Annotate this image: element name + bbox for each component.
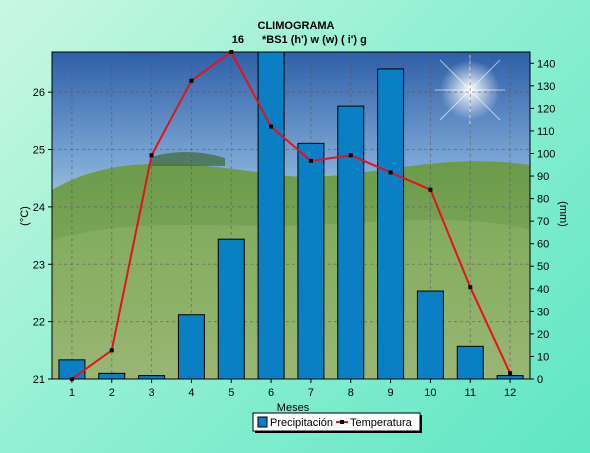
temperature-point [149,153,154,158]
precipitation-bar [337,105,365,380]
left-axis-ticks: 21 22 23 24 25 26 [33,87,52,386]
right-tick-label: 40 [537,284,549,296]
temperature-polyline [71,50,511,380]
x-tick-label: 5 [228,387,234,399]
legend-precipitation-label: Precipitación [270,417,333,429]
precipitation-bar [98,372,126,380]
precipitation-bar [297,142,325,380]
right-tick-label: 50 [537,261,549,273]
temperature-point [189,78,194,83]
right-tick-label: 130 [537,81,555,93]
x-axis-ticks: 1 2 3 4 5 6 7 8 9 10 11 12 [69,379,516,399]
chart-title: CLIMOGRAMA [258,20,335,32]
legend-temperature-marker [340,420,344,424]
x-tick-label: 8 [348,387,354,399]
x-tick-label: 7 [308,387,314,399]
x-tick-label: 12 [504,387,516,399]
left-tick-label: 23 [33,259,45,271]
left-tick-label: 22 [33,317,45,329]
precipitation-bar [496,375,524,380]
left-tick-label: 25 [33,145,45,157]
right-tick-label: 70 [537,216,549,228]
x-tick-label: 1 [69,387,75,399]
left-tick-label: 26 [33,87,45,99]
temperature-point [308,159,313,163]
x-tick-label: 3 [149,387,155,399]
chart-subtitle-number: 16 [232,34,244,46]
right-tick-label: 30 [537,306,549,318]
precipitation-bar [58,359,86,380]
right-tick-label: 90 [537,171,549,183]
precipitation-bars [58,51,524,380]
plot-background [52,52,530,379]
precipitation-bar [257,51,285,380]
legend-precipitation-swatch [257,416,268,428]
x-tick-label: 2 [109,387,115,399]
precipitation-bar [217,238,245,380]
x-tick-label: 6 [268,387,274,399]
chart-subtitle-code: *BS1 (h') w (w) ( i') g [262,34,367,46]
left-axis-title: (°C) [19,206,31,226]
right-tick-label: 140 [537,58,555,70]
temperature-point [348,153,353,158]
x-tick-label: 4 [188,387,194,399]
right-tick-label: 110 [537,126,555,138]
left-tick-label: 21 [33,374,45,386]
x-tick-label: 10 [424,387,436,399]
right-tick-label: 80 [537,194,549,206]
x-tick-label: 11 [465,387,476,399]
temperature-point [428,187,433,192]
temperature-point [388,170,393,175]
right-tick-label: 120 [537,103,555,115]
temperature-point [508,371,513,376]
precipitation-bar [177,314,205,380]
temperature-point [109,348,114,353]
right-axis-ticks: 0 10 20 30 40 50 60 70 80 90 100 110 120 130 140 [530,58,555,386]
precipitation-bar [456,345,484,380]
right-tick-label: 20 [537,329,549,341]
temperature-point [468,285,473,290]
right-axis-title: (mm) [557,201,569,227]
right-tick-label: 0 [537,374,543,386]
plot-frame [51,51,531,380]
legend: Precipitación Temperatura [252,412,422,433]
x-axis-title: Meses [277,402,310,414]
x-tick-label: 9 [388,387,394,399]
right-tick-label: 10 [537,351,549,363]
left-tick-label: 24 [33,202,45,214]
right-tick-label: 60 [537,239,549,251]
precipitation-bar [416,290,444,380]
precipitation-bar [138,375,166,380]
precipitation-bar [377,68,405,380]
legend-temperature-label: Temperatura [350,417,413,429]
temperature-point [269,124,274,129]
right-tick-label: 100 [537,148,555,160]
